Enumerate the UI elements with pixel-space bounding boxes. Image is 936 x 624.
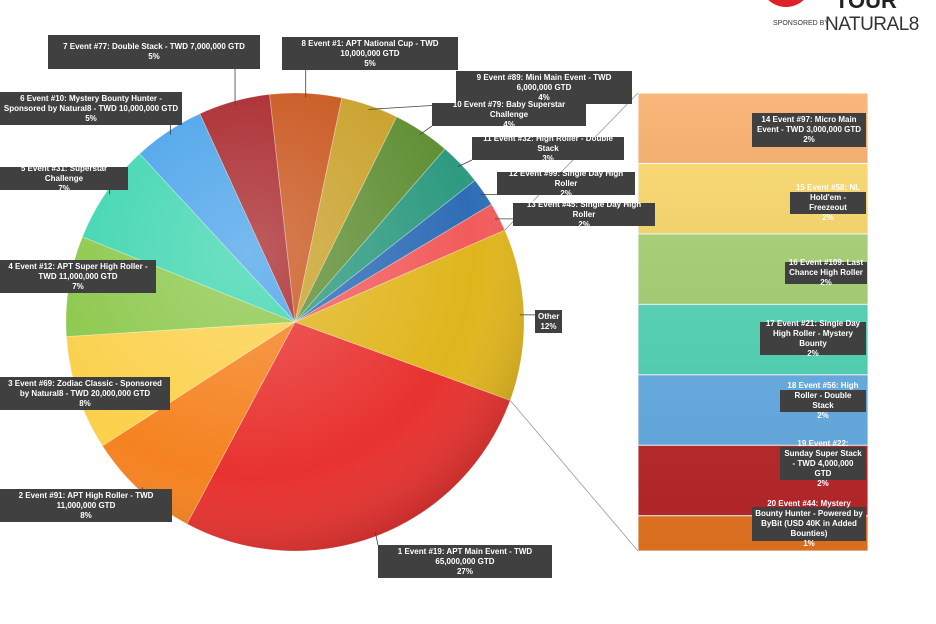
data-label-category: 12 Event #99: Single Day High Roller (508, 168, 624, 188)
data-label-category: 10 Event #79: Baby Superstar Challenge (452, 99, 566, 119)
series-connector-line (509, 400, 639, 552)
data-label-percent: 2% (817, 478, 829, 488)
data-label-percent: 2% (822, 213, 834, 222)
pie-data-label: 2 Event #91: APT High Roller - TWD 11,00… (0, 489, 172, 522)
pie-data-label: 3 Event #69: Zodiac Classic - Sponsored … (0, 377, 170, 410)
data-label-category: 1 Event #19: APT Main Event - TWD 65,000… (397, 546, 533, 566)
data-label-category: 7 Event #77: Double Stack - TWD 7,000,00… (63, 42, 245, 51)
data-label-category: 19 Event #22: Sunday Super Stack - TWD 4… (784, 438, 862, 478)
data-label-percent: 3% (542, 153, 554, 163)
bar-data-label: 20 Event #44: Mystery Bounty Hunter - Po… (752, 499, 866, 548)
data-label-category: 14 Event #97: Micro Main Event - TWD 3,0… (756, 115, 862, 134)
data-label-category: 8 Event #1: APT National Cup - TWD 10,00… (301, 38, 439, 58)
data-label-category: 18 Event #56: High Roller - Double Stack (787, 381, 859, 410)
data-label-category: 6 Event #10: Mystery Bounty Hunter - Spo… (3, 93, 179, 113)
data-label-category: 2 Event #91: APT High Roller - TWD 11,00… (18, 490, 154, 510)
data-label-percent: 2% (560, 188, 572, 198)
data-label-percent: 5% (85, 113, 97, 123)
data-label-percent: 4% (538, 92, 550, 102)
bar-data-label: 16 Event #109: Last Chance High Roller 2% (785, 258, 867, 287)
data-label-percent: 27% (456, 566, 473, 576)
pie-data-label: 12 Event #99: Single Day High Roller 2% (497, 168, 635, 198)
data-label-category: 11 Event #32: High Roller - Double Stack (483, 133, 613, 153)
leader-line (457, 159, 473, 168)
data-label-percent: 12% (540, 321, 557, 331)
data-label-percent: 5% (364, 58, 376, 68)
data-label-percent: 5% (148, 52, 160, 61)
pie-data-label: 11 Event #32: High Roller - Double Stack… (472, 133, 624, 163)
leader-line (419, 125, 433, 135)
data-label-percent: 2% (803, 135, 815, 144)
bar-data-label: 15 Event #58: NL Hold'em - Freezeout 2% (790, 183, 866, 222)
pie-data-label: 6 Event #10: Mystery Bounty Hunter - Spo… (0, 92, 182, 125)
data-label-percent: 8% (80, 510, 92, 520)
pie-shading (66, 93, 524, 551)
data-label-percent: 8% (79, 398, 91, 408)
pie-data-label: Other 12% (535, 310, 562, 333)
pie-data-label: 5 Event #31: Superstar Challenge 7% (0, 163, 128, 193)
pie-data-label: 4 Event #12: APT Super High Roller - TWD… (0, 260, 156, 293)
pie-data-label: 8 Event #1: APT National Cup - TWD 10,00… (282, 37, 458, 70)
sponsored-by-text: SPONSORED BY (773, 20, 830, 27)
pie-data-label: 9 Event #89: Mini Main Event - TWD 6,000… (456, 71, 632, 104)
sponsor-logo: TOUR SPONSORED BY NATURAL8 (760, 0, 936, 40)
bar-data-label: 18 Event #56: High Roller - Double Stack… (780, 381, 866, 420)
data-label-percent: 2% (578, 219, 590, 229)
data-label-category: 3 Event #69: Zodiac Classic - Sponsored … (8, 378, 162, 398)
logo-circle (760, 0, 812, 7)
data-label-category: 15 Event #58: NL Hold'em - Freezeout (795, 183, 861, 212)
data-label-percent: 1% (803, 539, 815, 548)
data-label-category: Other (538, 311, 560, 321)
leader-line (374, 532, 379, 546)
logo-title: TOUR (835, 0, 897, 13)
data-label-percent: 2% (817, 411, 829, 420)
data-label-percent: 7% (58, 183, 70, 193)
data-label-category: 20 Event #44: Mystery Bounty Hunter - Po… (755, 499, 863, 538)
data-label-category: 17 Event #21: Single Day High Roller - M… (765, 318, 861, 348)
data-label-category: 9 Event #89: Mini Main Event - TWD 6,000… (476, 72, 612, 92)
pie-data-label: 1 Event #19: APT Main Event - TWD 65,000… (378, 545, 552, 578)
bar-data-label: 17 Event #21: Single Day High Roller - M… (760, 318, 866, 358)
bar-data-label: 19 Event #22: Sunday Super Stack - TWD 4… (780, 439, 866, 488)
data-label-percent: 4% (503, 119, 515, 129)
data-label-percent: 2% (820, 278, 832, 287)
sponsor-name: NATURAL8 (825, 14, 919, 35)
data-label-category: 16 Event #109: Last Chance High Roller (788, 258, 864, 277)
data-label-percent: 7% (72, 281, 84, 291)
bar-data-label: 14 Event #97: Micro Main Event - TWD 3,0… (752, 113, 866, 147)
pie-data-label: 10 Event #79: Baby Superstar Challenge 4% (432, 99, 586, 129)
data-label-category: 5 Event #31: Superstar Challenge (20, 163, 108, 183)
data-label-category: 4 Event #12: APT Super High Roller - TWD… (8, 261, 148, 281)
pie-data-label: 7 Event #77: Double Stack - TWD 7,000,00… (48, 35, 260, 69)
data-label-category: 13 Event #45: Single Day High Roller (526, 199, 642, 219)
pie-data-label: 13 Event #45: Single Day High Roller 2% (513, 199, 655, 229)
data-label-percent: 2% (807, 348, 819, 358)
